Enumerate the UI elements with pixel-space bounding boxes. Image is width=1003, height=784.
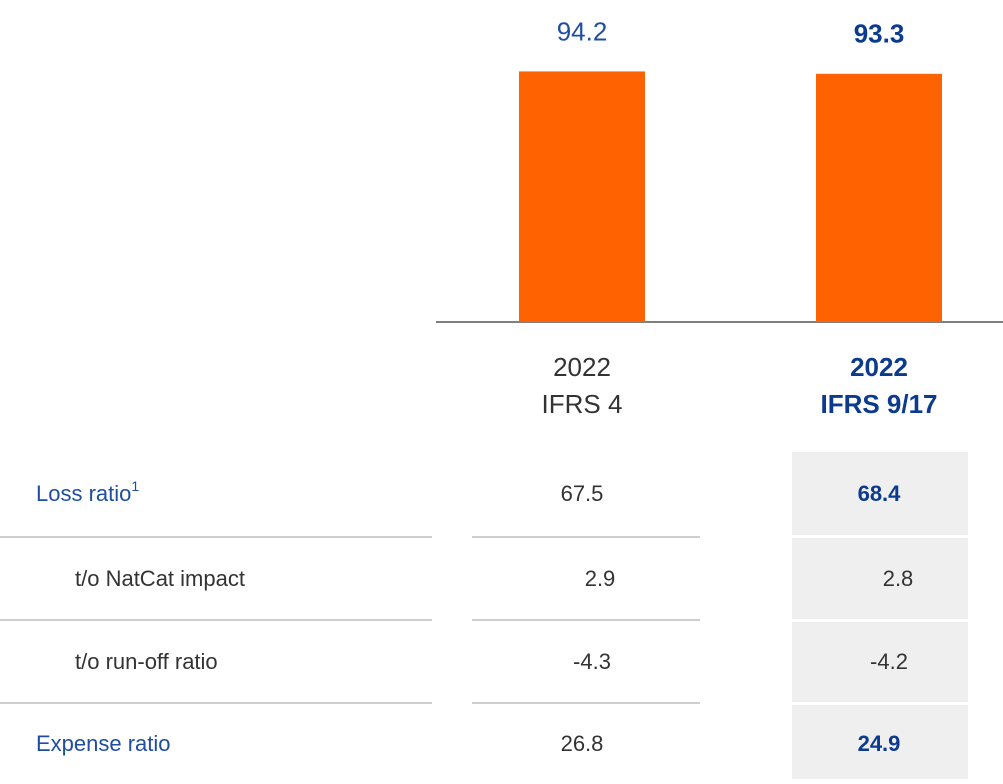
row: Loss ratio1 67.5 68.4 — [36, 478, 901, 506]
cell: -4.2 — [870, 649, 908, 674]
cell: 2.9 — [585, 566, 616, 591]
bar — [816, 73, 942, 323]
row: t/o NatCat impact 2.9 2.8 — [75, 566, 913, 591]
cell: 2.8 — [883, 566, 914, 591]
cell-bg — [792, 452, 968, 535]
x-tick-label: IFRS 9/17 — [820, 389, 937, 419]
row-label: Loss ratio1 — [36, 478, 139, 506]
x-tick-label: 2022 — [553, 352, 611, 382]
row-label: Expense ratio — [36, 731, 171, 756]
row: Expense ratio 26.8 24.9 — [36, 731, 900, 756]
row: t/o run-off ratio -4.3 -4.2 — [75, 649, 908, 674]
table: Loss ratio1 67.5 68.4 t/o NatCat impact … — [0, 452, 968, 779]
row-label: t/o NatCat impact — [75, 566, 245, 591]
x-tick-label: IFRS 4 — [542, 389, 623, 419]
x-tick-label: 2022 — [850, 352, 908, 382]
cell: 68.4 — [858, 481, 902, 506]
cell: 26.8 — [561, 731, 604, 756]
value-label: 94.2 — [557, 16, 608, 46]
cell: -4.3 — [573, 649, 611, 674]
cell: 24.9 — [858, 731, 901, 756]
footnote-mark: 1 — [131, 478, 139, 494]
cell-bg — [792, 622, 968, 702]
cell-bg — [792, 538, 968, 619]
bar — [519, 71, 645, 322]
cell: 67.5 — [561, 481, 604, 506]
row-label-text: Loss ratio — [36, 481, 131, 506]
value-label: 93.3 — [854, 19, 905, 49]
cell-bg — [792, 705, 968, 779]
row-label: t/o run-off ratio — [75, 649, 218, 674]
